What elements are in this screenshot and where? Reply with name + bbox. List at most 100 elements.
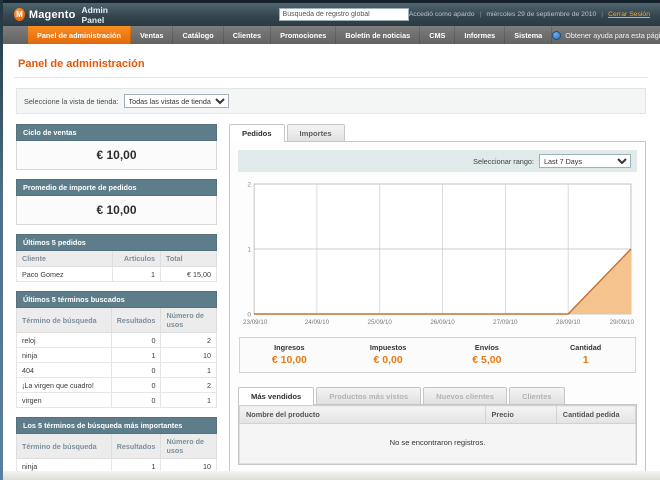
table-cell: reloj — [16, 332, 112, 348]
logo-suffix: Admin Panel — [81, 4, 108, 25]
title-divider — [14, 77, 648, 78]
table-cell: Paco Gomez — [16, 266, 113, 282]
svg-text:26/09/10: 26/09/10 — [430, 319, 455, 326]
tab-mas-vendidos[interactable]: Más vendidos — [238, 387, 315, 405]
tab-nuevos-clientes[interactable]: Nuevos clientes — [423, 387, 507, 404]
svg-text:25/09/10: 25/09/10 — [368, 319, 393, 326]
last-search-terms-title: Últimos 5 términos buscados — [16, 291, 217, 308]
column-header: Cliente — [16, 251, 113, 267]
table-row: 404 0 1 — [16, 362, 217, 378]
stat-ingresos: Ingresos € 10,00 — [240, 343, 339, 366]
store-view-bar: Seleccione la vista de tienda: Todas las… — [16, 88, 646, 114]
range-label: Seleccionar rango: — [473, 156, 534, 166]
column-header: Término de búsqueda — [16, 308, 112, 333]
stat-value: 1 — [582, 354, 589, 366]
column-header: Cantidad pedida — [555, 405, 637, 424]
help-label: Obtener ayuda para esta página — [565, 30, 660, 40]
lifetime-sales-box: Ciclo de ventas € 10,00 — [16, 124, 217, 170]
stat-value: € 5,00 — [472, 354, 502, 366]
column-header: Artículos — [112, 251, 161, 267]
lifetime-sales-title: Ciclo de ventas — [16, 124, 217, 141]
table-cell: ¡La virgen que cuadro! — [16, 377, 112, 393]
column-header: Número de usos — [160, 308, 217, 333]
orders-chart-wrap: 0 1 2 23/09/10 24/09/10 25/09/10 26/09/10 27/09… — [240, 179, 635, 329]
lifetime-sales-value: € 10,00 — [16, 141, 217, 170]
nav-item-panel-administracion[interactable]: Panel de administración — [28, 26, 131, 44]
column-header: Término de búsqueda — [16, 434, 112, 459]
table-row: virgen 0 1 — [16, 392, 217, 408]
nav-item-cms[interactable]: CMS — [420, 26, 456, 44]
window-top-edge — [0, 0, 660, 3]
meta-separator: | — [479, 11, 482, 18]
svg-text:2: 2 — [247, 181, 251, 188]
stat-label: Envíos — [474, 343, 499, 352]
magento-logo-icon: M — [14, 8, 25, 21]
nav-item-ventas[interactable]: Ventas — [131, 26, 174, 44]
logout-link[interactable]: Cerrar Sesión — [608, 11, 650, 18]
table-cell: 0 — [110, 392, 162, 408]
table-cell: 10 — [160, 347, 217, 363]
table-cell: 0 — [110, 332, 162, 348]
chart-panel: Seleccionar rango: Last 7 Days 0 1 2 23/09/… — [229, 141, 646, 476]
meta-separator: | — [601, 11, 604, 18]
table-cell: 2 — [160, 377, 217, 393]
nav-item-clientes[interactable]: Clientes — [224, 26, 272, 44]
nav-item-catalogo[interactable]: Catálogo — [173, 26, 224, 44]
table-row: ¡La virgen que cuadro! 0 2 — [16, 377, 217, 393]
range-bar: Seleccionar rango: Last 7 Days — [238, 150, 637, 172]
average-orders-box: Promedio de importe de pedidos € 10,00 — [16, 179, 217, 225]
table-cell: 1 — [160, 392, 217, 408]
window-bottom-edge — [0, 471, 660, 480]
nav-item-informes[interactable]: Informes — [455, 26, 506, 44]
main-nav: Panel de administración Ventas Catálogo … — [0, 26, 660, 44]
tab-productos-mas-vistos[interactable]: Productos más vistos — [316, 387, 422, 404]
totals-bar: Ingresos € 10,00 Impuestos € 0,00 Envíos… — [239, 337, 636, 373]
window-left-edge — [0, 0, 3, 480]
help-globe-icon — [552, 30, 562, 40]
stat-label: Cantidad — [570, 343, 602, 352]
magento-logo: M Magento Admin Panel — [14, 5, 125, 25]
svg-text:27/09/10: 27/09/10 — [493, 319, 518, 326]
nav-item-boletin[interactable]: Boletín de noticias — [336, 26, 421, 44]
store-view-label: Seleccione la vista de tienda: — [24, 96, 119, 106]
column-header: Precio — [484, 405, 557, 424]
tab-pedidos[interactable]: Pedidos — [229, 124, 285, 142]
tab-clientes[interactable]: Clientes — [508, 387, 565, 404]
stat-value: € 10,00 — [271, 354, 307, 366]
page-help-link[interactable]: Obtener ayuda para esta página — [552, 26, 660, 44]
orders-chart: 0 1 2 23/09/10 24/09/10 25/09/10 26/09/10 27/09… — [243, 181, 635, 326]
range-select[interactable]: Last 7 Days — [539, 154, 631, 168]
chart-tabs: Pedidos Importes — [229, 124, 646, 142]
nav-item-promociones[interactable]: Promociones — [271, 26, 337, 44]
last-search-terms-table: Término de búsqueda Resultados Número de… — [16, 308, 217, 408]
latest-orders-title: Últimos 5 pedidos — [16, 234, 217, 251]
stat-cantidad: Cantidad 1 — [536, 343, 635, 366]
stat-label: Impuestos — [369, 343, 407, 352]
nav-item-sistema[interactable]: Sistema — [505, 26, 553, 44]
table-cell: 0 — [110, 377, 162, 393]
svg-text:24/09/10: 24/09/10 — [305, 319, 330, 326]
table-cell: € 15,00 — [160, 266, 217, 282]
table-cell: 2 — [160, 332, 217, 348]
table-cell: 1 — [160, 362, 217, 378]
svg-text:1: 1 — [247, 246, 251, 253]
latest-orders-box: Últimos 5 pedidos Cliente Artículos Tota… — [16, 234, 217, 282]
table-cell: virgen — [16, 392, 112, 408]
tab-importes[interactable]: Importes — [286, 124, 345, 141]
svg-text:29/09/10: 29/09/10 — [610, 319, 635, 326]
stat-envios: Envíos € 5,00 — [438, 343, 537, 366]
global-search-input[interactable] — [278, 8, 409, 21]
table-cell: 404 — [16, 362, 112, 378]
current-date: miércoles 29 de septiembre de 2010 — [486, 11, 597, 18]
svg-text:23/09/10: 23/09/10 — [243, 319, 268, 326]
column-header: Nombre del producto — [239, 405, 486, 424]
column-header: Total — [160, 251, 217, 267]
latest-orders-table: Cliente Artículos Total Paco Gomez 1 € 15,… — [16, 251, 217, 282]
average-orders-value: € 10,00 — [16, 196, 217, 225]
dashboard-content: Panel de administración Seleccione la vi… — [0, 44, 660, 480]
store-view-select[interactable]: Todas las vistas de tienda — [123, 94, 229, 108]
stat-impuestos: Impuestos € 0,00 — [339, 343, 438, 366]
stat-value: € 0,00 — [373, 354, 403, 366]
